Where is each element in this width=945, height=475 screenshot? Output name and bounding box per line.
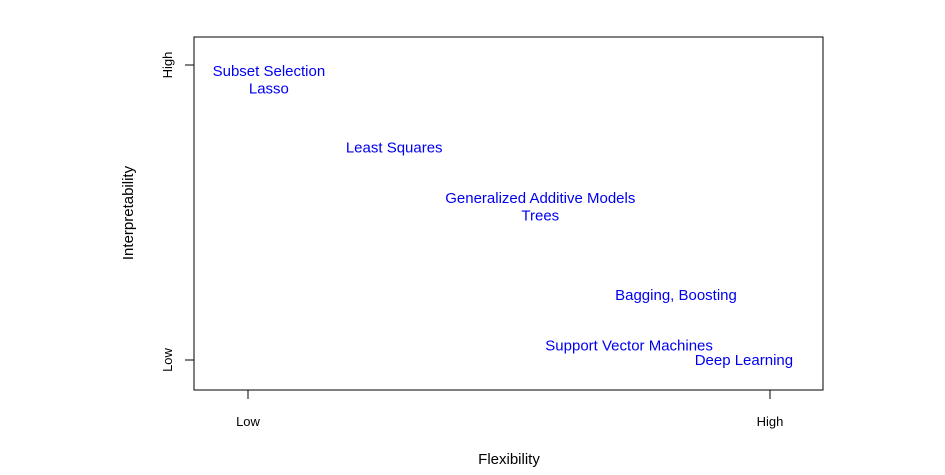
x-tick-label-high: High xyxy=(757,414,784,429)
point-label: Support Vector Machines xyxy=(545,337,713,354)
y-axis-title: Interpretability xyxy=(120,165,137,260)
x-axis-title: Flexibility xyxy=(478,451,540,468)
point-label: Trees xyxy=(521,207,559,224)
y-tick-label-high: High xyxy=(160,52,175,79)
y-tick-label-low: Low xyxy=(160,347,175,371)
point-label: Bagging, Boosting xyxy=(615,287,737,304)
point-label: Deep Learning xyxy=(695,352,793,369)
x-tick-label-low: Low xyxy=(236,414,260,429)
point-label: Subset Selection xyxy=(213,63,326,80)
point-label: Least Squares xyxy=(346,140,443,157)
x-axis: Low High Flexibility xyxy=(236,390,783,468)
point-label: Generalized Additive Models xyxy=(445,190,635,207)
plot-frame xyxy=(193,36,824,391)
y-axis: High Low Interpretability xyxy=(120,52,194,372)
point-label: Lasso xyxy=(249,81,289,98)
